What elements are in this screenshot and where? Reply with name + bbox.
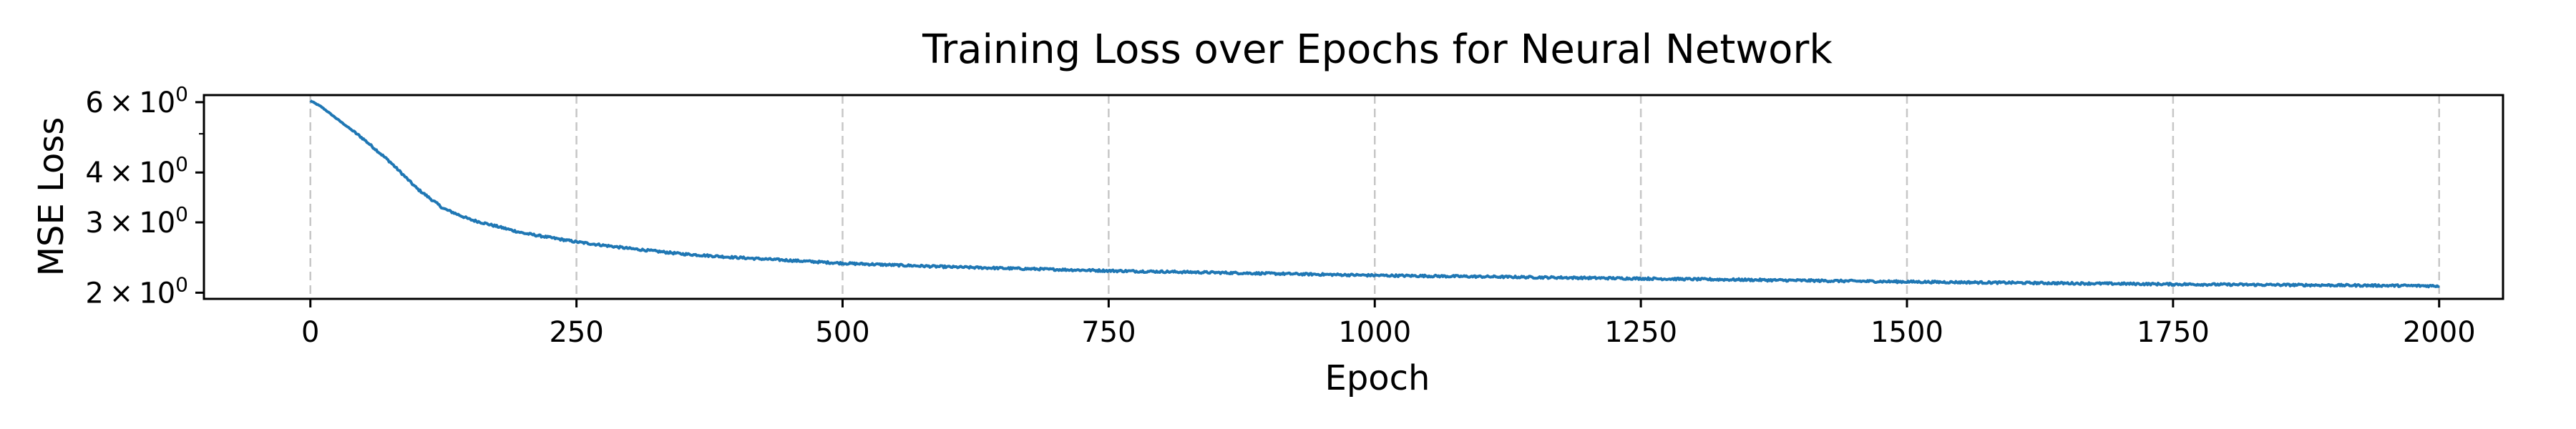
x-tick-label: 750 <box>1081 316 1136 349</box>
plot-area-frame <box>203 94 2504 300</box>
x-tick-label: 2000 <box>2403 316 2476 349</box>
y-axis-label: MSE Loss <box>31 117 72 277</box>
x-tick-label: 500 <box>815 316 869 349</box>
y-tick-label: 6 × 100 <box>85 82 188 119</box>
loss-series-line <box>309 99 2440 289</box>
x-tick-label: 250 <box>549 316 603 349</box>
chart-title: Training Loss over Epochs for Neural Net… <box>922 26 1833 73</box>
grid-lines <box>309 95 2440 299</box>
series-layer <box>309 99 2440 289</box>
x-tick-label: 1250 <box>1604 316 1677 349</box>
y-axis: 2 × 100 3 × 100 4 × 100 6 × 100 <box>85 82 204 310</box>
x-tick-label: 0 <box>301 316 319 349</box>
x-axis-label: Epoch <box>1325 358 1430 398</box>
x-tick-label: 1750 <box>2137 316 2210 349</box>
y-tick-label: 4 × 100 <box>85 152 188 189</box>
y-tick-label: 3 × 100 <box>85 202 188 240</box>
x-axis: 0 250 500 750 1000 1250 1500 1750 2000 <box>301 299 2476 349</box>
x-tick-label: 1000 <box>1338 316 1411 349</box>
x-tick-label: 1500 <box>1870 316 1943 349</box>
y-tick-label: 2 × 100 <box>85 272 188 310</box>
